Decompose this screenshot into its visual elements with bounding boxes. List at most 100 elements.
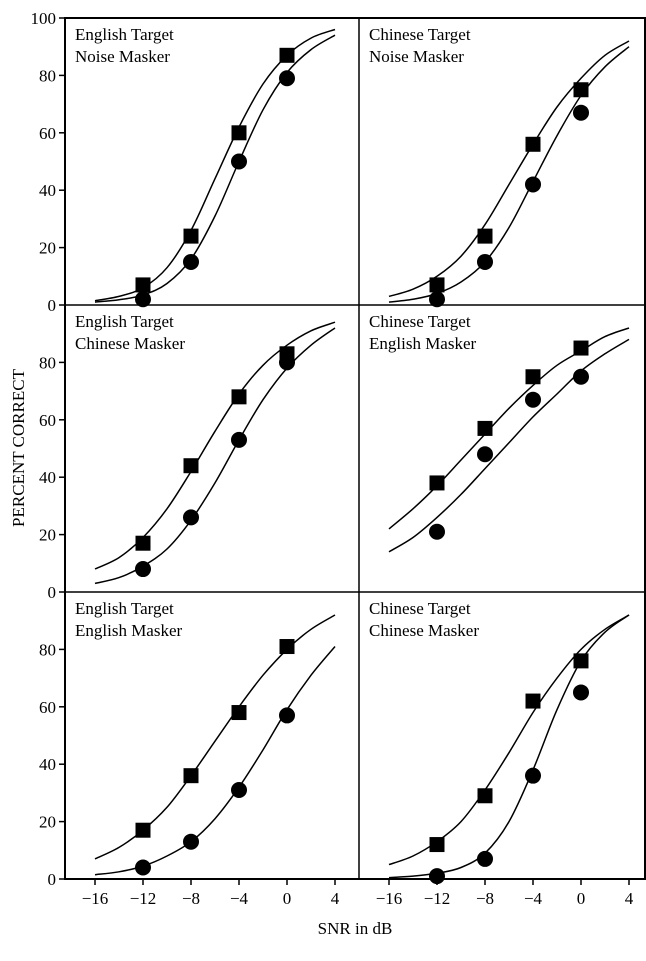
square-marker [135, 822, 151, 838]
panel-titles: English Target Noise Masker Chinese Target… [75, 25, 479, 640]
circle-marker [525, 767, 541, 784]
square-marker [231, 389, 247, 405]
square-marker [183, 768, 199, 784]
y-tick-label: 20 [39, 813, 56, 832]
x-tick-label: 0 [283, 889, 292, 908]
y-tick-label: 60 [39, 698, 56, 717]
x-tick-label: −12 [424, 889, 451, 908]
x-tick-label: −16 [376, 889, 403, 908]
y-tick-label: 100 [31, 9, 57, 28]
x-tick-label: −12 [130, 889, 157, 908]
y-tick-label: 40 [39, 468, 56, 487]
panel-title: Noise Masker [369, 47, 464, 66]
panel-title: English Target [75, 312, 174, 331]
square-fit-curve [388, 327, 630, 530]
square-marker [525, 369, 541, 385]
x-tick-label: −16 [82, 889, 109, 908]
circle-fit-curve [94, 646, 336, 876]
circle-marker [183, 833, 199, 850]
square-marker [183, 458, 199, 474]
y-tick-label: 40 [39, 755, 56, 774]
circle-marker [135, 561, 151, 578]
square-fit-curve [388, 614, 630, 866]
x-tick-label: −8 [476, 889, 494, 908]
panel-title: English Masker [369, 334, 477, 353]
panel-frames [64, 17, 646, 880]
square-marker [135, 535, 151, 551]
circle-marker [231, 782, 247, 799]
panel-title: Chinese Masker [75, 334, 185, 353]
square-marker [429, 277, 445, 293]
panel-title: English Masker [75, 621, 183, 640]
circle-marker [231, 431, 247, 448]
y-tick-label: 60 [39, 411, 56, 430]
panel-title: Noise Masker [75, 47, 170, 66]
circle-marker [183, 509, 199, 526]
y-tick-label: 80 [39, 353, 56, 372]
x-tick-label: 0 [577, 889, 586, 908]
square-marker [573, 340, 589, 356]
circle-fit-curve [94, 327, 336, 585]
panel-title: English Target [75, 25, 174, 44]
y-tick-label: 20 [39, 239, 56, 258]
circle-marker [135, 291, 151, 308]
y-tick-label: 0 [48, 870, 57, 889]
square-marker [477, 420, 493, 436]
square-marker [183, 228, 199, 244]
y-tick-label: 0 [48, 583, 57, 602]
square-marker [525, 693, 541, 709]
circle-marker [477, 446, 493, 463]
circle-marker [525, 176, 541, 193]
y-tick-label: 40 [39, 181, 56, 200]
y-tick-label: 80 [39, 640, 56, 659]
square-marker [573, 653, 589, 669]
y-tick-label: 0 [48, 296, 57, 315]
circle-marker [477, 850, 493, 867]
y-tick-label: 20 [39, 526, 56, 545]
square-marker [429, 475, 445, 491]
circle-marker [279, 354, 295, 371]
circle-marker [135, 859, 151, 876]
circle-marker [477, 253, 493, 270]
y-tick-label: 80 [39, 66, 56, 85]
x-tick-label: 4 [625, 889, 634, 908]
square-marker [477, 788, 493, 804]
fit-curves [94, 28, 630, 879]
x-tick-label: −4 [230, 889, 249, 908]
circle-marker [279, 707, 295, 724]
x-tick-label: −4 [524, 889, 543, 908]
x-tick-label: −8 [182, 889, 200, 908]
panel-title: Chinese Masker [369, 621, 479, 640]
square-marker [231, 125, 247, 141]
circle-fit-curve [388, 338, 630, 553]
figure-frame [64, 17, 646, 880]
square-fit-curve [94, 28, 336, 302]
square-fit-curve [94, 614, 336, 860]
circle-marker [231, 153, 247, 170]
circle-marker [279, 70, 295, 87]
y-axis-label: PERCENT CORRECT [9, 368, 28, 527]
circle-marker [183, 253, 199, 270]
square-marker [135, 277, 151, 293]
y-tick-label: 60 [39, 124, 56, 143]
circle-marker [429, 291, 445, 308]
square-marker [279, 47, 295, 63]
square-marker [429, 837, 445, 853]
circle-marker [429, 523, 445, 540]
circle-marker [525, 391, 541, 408]
circle-marker [429, 868, 445, 885]
circle-fit-curve [388, 46, 630, 303]
x-axis-label: SNR in dB [318, 919, 393, 938]
circle-fit-curve [94, 34, 336, 303]
circle-marker [573, 368, 589, 385]
panel-title: English Target [75, 599, 174, 618]
square-fit-curve [94, 321, 336, 570]
panel-title: Chinese Target [369, 599, 471, 618]
panel-title: Chinese Target [369, 312, 471, 331]
circle-marker [573, 104, 589, 121]
circle-marker [573, 684, 589, 701]
square-marker [573, 82, 589, 98]
panel-title: Chinese Target [369, 25, 471, 44]
